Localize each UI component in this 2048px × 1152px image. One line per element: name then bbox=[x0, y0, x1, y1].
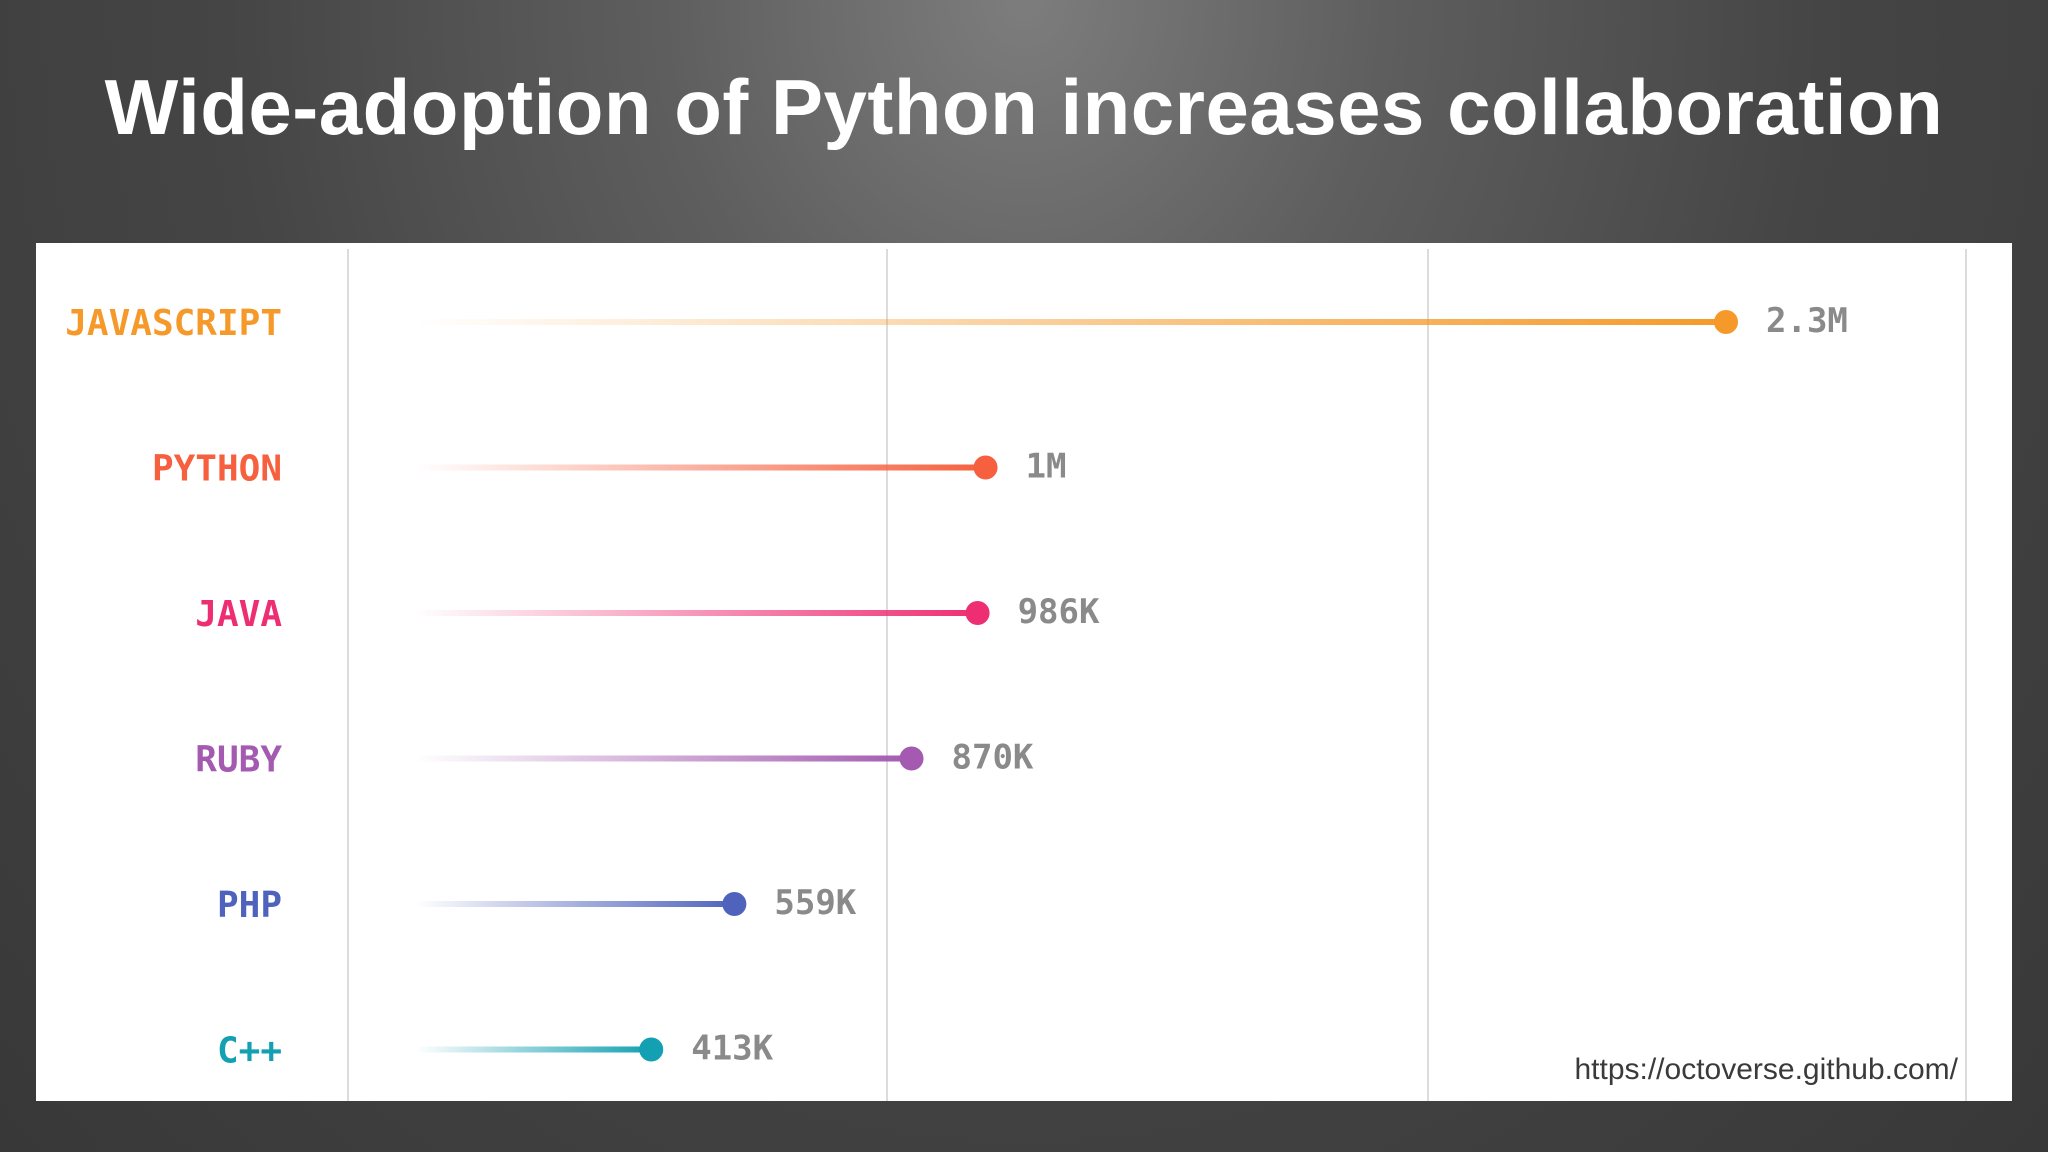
category-label-python: PYTHON bbox=[152, 449, 282, 490]
category-label-javascript: JAVASCRIPT bbox=[65, 303, 282, 344]
dot-php bbox=[722, 892, 747, 916]
value-label-php: 559K bbox=[774, 883, 856, 923]
bar-python bbox=[416, 464, 986, 471]
dot-cpp bbox=[639, 1037, 664, 1062]
bar-ruby bbox=[416, 755, 912, 762]
value-label-java: 986K bbox=[1018, 592, 1100, 632]
bar-java bbox=[416, 610, 978, 616]
category-label-cpp: C++ bbox=[217, 1031, 282, 1072]
dot-ruby bbox=[899, 746, 924, 771]
bar-javascript bbox=[416, 319, 1726, 325]
source-link[interactable]: https://octoverse.github.com/ bbox=[1574, 1053, 1958, 1086]
bar-cpp bbox=[416, 1046, 652, 1053]
category-label-php: PHP bbox=[217, 885, 282, 926]
category-label-java: JAVA bbox=[195, 594, 282, 635]
bar-php bbox=[416, 901, 735, 907]
value-label-javascript: 2.3M bbox=[1766, 301, 1848, 341]
value-label-ruby: 870K bbox=[952, 738, 1034, 778]
chart-marks: JAVASCRIPT 2.3M PYTHON 1M JAVA 986K RUBY 870K PH… bbox=[65, 301, 1848, 1072]
chart-panel: JAVASCRIPT 2.3M PYTHON 1M JAVA 986K RUBY 870K PH… bbox=[36, 243, 2012, 1101]
dot-javascript bbox=[1714, 310, 1738, 334]
lollipop-chart: JAVASCRIPT 2.3M PYTHON 1M JAVA 986K RUBY 870K PH… bbox=[65, 249, 1967, 1101]
dot-java bbox=[965, 601, 990, 625]
value-label-cpp: 413K bbox=[691, 1029, 773, 1069]
slide-title: Wide-adoption of Python increases collab… bbox=[104, 63, 1944, 151]
category-label-ruby: RUBY bbox=[195, 740, 282, 781]
gridlines bbox=[347, 249, 1967, 1101]
value-label-python: 1M bbox=[1026, 447, 1067, 487]
dot-python bbox=[973, 455, 998, 480]
